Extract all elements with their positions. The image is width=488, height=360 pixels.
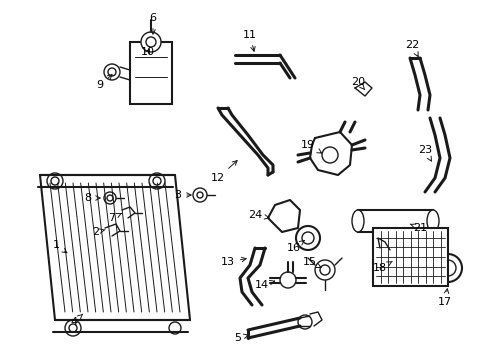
Text: 5: 5 <box>234 333 248 343</box>
Circle shape <box>193 188 206 202</box>
Text: 16: 16 <box>286 240 304 253</box>
Circle shape <box>146 37 156 47</box>
Circle shape <box>433 254 461 282</box>
Text: 8: 8 <box>84 193 100 203</box>
Circle shape <box>47 173 63 189</box>
Circle shape <box>107 195 113 201</box>
Bar <box>357 210 432 232</box>
Text: 6: 6 <box>149 13 156 34</box>
Text: 9: 9 <box>96 75 112 90</box>
Circle shape <box>108 68 116 76</box>
Circle shape <box>104 64 120 80</box>
Text: 17: 17 <box>437 289 451 307</box>
Circle shape <box>314 260 334 280</box>
Text: 4: 4 <box>70 314 82 327</box>
Circle shape <box>169 322 181 334</box>
Circle shape <box>149 173 164 189</box>
Text: 20: 20 <box>350 77 365 90</box>
Text: 13: 13 <box>221 257 245 267</box>
Text: 14: 14 <box>254 280 274 290</box>
Circle shape <box>51 177 59 185</box>
Circle shape <box>65 320 81 336</box>
Circle shape <box>297 315 311 329</box>
Bar <box>130 42 172 104</box>
Text: 1: 1 <box>52 240 67 253</box>
Bar <box>372 228 447 286</box>
Circle shape <box>321 147 337 163</box>
Text: 24: 24 <box>247 210 268 220</box>
Text: 12: 12 <box>210 161 237 183</box>
Ellipse shape <box>426 210 438 232</box>
Circle shape <box>295 226 319 250</box>
Text: 19: 19 <box>300 140 321 153</box>
Circle shape <box>141 32 161 52</box>
Text: 22: 22 <box>404 40 418 57</box>
Text: 3: 3 <box>174 190 191 200</box>
Text: 21: 21 <box>409 223 426 233</box>
Ellipse shape <box>351 210 363 232</box>
Text: 11: 11 <box>243 30 257 51</box>
Text: 2: 2 <box>92 227 105 237</box>
Circle shape <box>302 232 313 244</box>
Text: 15: 15 <box>303 257 320 267</box>
Text: 23: 23 <box>417 145 431 161</box>
Circle shape <box>394 253 404 263</box>
Circle shape <box>197 192 203 198</box>
Text: 10: 10 <box>141 47 155 57</box>
Circle shape <box>69 324 77 332</box>
Circle shape <box>389 248 409 268</box>
Circle shape <box>319 265 329 275</box>
Circle shape <box>153 177 161 185</box>
Text: 18: 18 <box>372 261 391 273</box>
Circle shape <box>439 260 455 276</box>
Text: 7: 7 <box>108 213 121 223</box>
Circle shape <box>280 272 295 288</box>
Circle shape <box>104 192 116 204</box>
